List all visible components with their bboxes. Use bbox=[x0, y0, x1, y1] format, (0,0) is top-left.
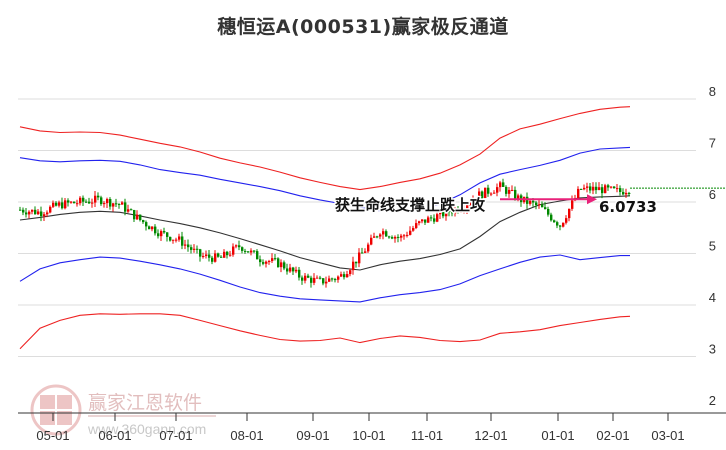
y-tick-label: 4 bbox=[709, 290, 716, 305]
x-tick-label: 09-01 bbox=[296, 428, 329, 443]
x-tick-label: 11-01 bbox=[411, 428, 443, 443]
grid-lines bbox=[18, 98, 696, 357]
x-tick-label: 03-01 bbox=[651, 428, 684, 443]
watermark: 赢家江恩软件 www.360gann.com bbox=[30, 384, 216, 437]
y-tick-label: 3 bbox=[709, 342, 716, 357]
price-label: 6.0733 bbox=[599, 198, 657, 216]
y-tick-label: 7 bbox=[709, 136, 716, 151]
y-tick-label: 6 bbox=[709, 187, 716, 202]
outer_lower-line bbox=[19, 313, 631, 350]
channel-lines bbox=[19, 106, 631, 350]
watermark-logo-icon bbox=[30, 384, 82, 436]
y-tick-label: 5 bbox=[709, 239, 716, 254]
middle-line bbox=[19, 195, 631, 271]
y-tick-label: 2 bbox=[709, 393, 716, 408]
annotation-text: 获生命线支撑止跌上攻 bbox=[335, 196, 486, 214]
y-axis: 8 7 6 5 4 3 2 bbox=[709, 84, 716, 408]
x-tick-label: 01-01 bbox=[541, 428, 574, 443]
x-axis: 05-01 06-01 07-01 08-01 09-01 10-01 11-01 12-01… bbox=[18, 412, 726, 443]
chart-title: 穗恒运A(000531)赢家极反通道 bbox=[217, 16, 509, 38]
x-tick-label: 02-01 bbox=[596, 428, 629, 443]
outer_upper-line bbox=[19, 106, 631, 191]
inner_upper-line bbox=[19, 146, 631, 212]
x-tick-label: 07-01 bbox=[159, 428, 192, 443]
x-tick-label: 08-01 bbox=[230, 428, 263, 443]
candlesticks bbox=[19, 178, 631, 288]
y-tick-label: 8 bbox=[709, 84, 716, 99]
x-tick-label: 10-01 bbox=[352, 428, 385, 443]
x-tick-label: 12-01 bbox=[474, 428, 507, 443]
watermark-url: www.360gann.com bbox=[87, 421, 206, 437]
watermark-brand: 赢家江恩软件 bbox=[88, 392, 202, 414]
x-tick-label: 06-01 bbox=[98, 428, 131, 443]
x-tick-label: 05-01 bbox=[36, 428, 69, 443]
inner_lower-line bbox=[19, 254, 630, 303]
arrow-icon bbox=[500, 194, 597, 205]
